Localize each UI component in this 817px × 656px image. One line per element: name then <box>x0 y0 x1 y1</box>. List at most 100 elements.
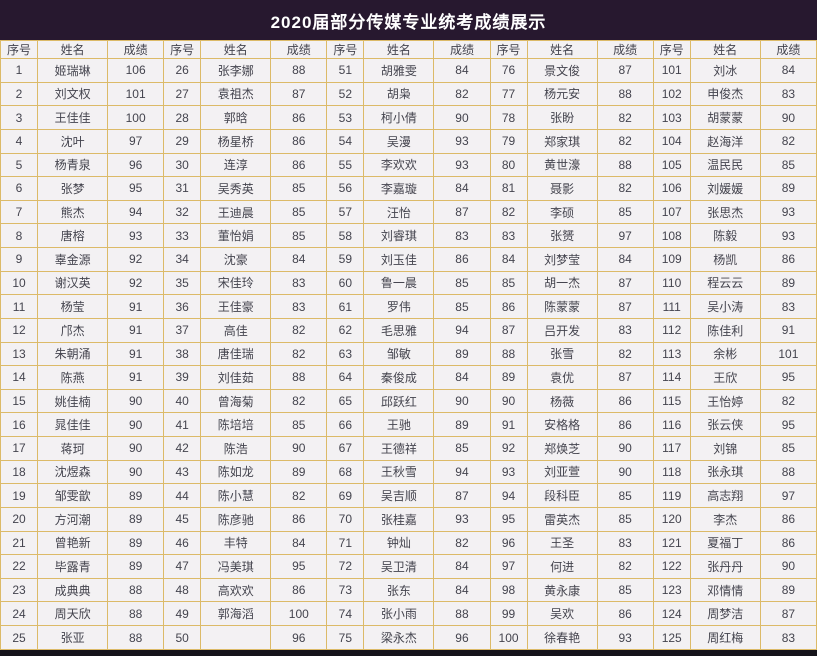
score-cell: 85 <box>596 483 654 508</box>
name-cell: 王佳佳 <box>37 105 109 130</box>
table-row: 24 周天欣 88 49 郭海滔 100 74 张小雨 88 99 吴欢 86 124 周梦洁 87 <box>0 601 817 626</box>
seq-cell: 11 <box>0 294 39 319</box>
seq-cell: 43 <box>163 459 202 485</box>
name-cell: 徐春艳 <box>526 625 598 650</box>
score-cell: 85 <box>270 199 328 225</box>
seq-cell: 80 <box>489 152 528 178</box>
name-cell: 成典典 <box>37 577 109 603</box>
name-cell: 吴秀英 <box>200 176 272 201</box>
seq-cell: 82 <box>489 199 528 225</box>
seq-cell: 5 <box>0 152 39 178</box>
table-row: 10 谢汉英 92 35 宋佳玲 83 60 鲁一晨 85 85 胡一杰 87 110 程云云 89 <box>0 270 817 296</box>
name-cell: 吴小涛 <box>689 294 761 319</box>
score-cell: 95 <box>759 365 817 390</box>
seq-cell: 4 <box>0 128 39 154</box>
score-cell: 93 <box>433 152 491 178</box>
seq-cell: 19 <box>0 483 39 508</box>
score-cell: 86 <box>596 601 654 626</box>
table-row: 19 邹雯歆 89 44 陈小慧 82 69 吴吉顺 87 94 段科臣 85 119 高志翔 97 <box>0 483 817 508</box>
table-row: 4 沈叶 97 29 杨星桥 86 54 吴漫 93 79 郑家琪 82 104 赵海洋 82 <box>0 128 817 154</box>
name-cell: 段科臣 <box>526 483 598 508</box>
seq-cell: 98 <box>489 577 528 603</box>
name-cell: 黄世濠 <box>526 152 598 178</box>
seq-cell: 119 <box>652 483 691 508</box>
score-cell: 90 <box>759 105 817 130</box>
seq-cell: 117 <box>652 436 691 461</box>
name-cell: 周天欣 <box>37 601 109 626</box>
seq-cell: 107 <box>652 199 691 225</box>
name-cell: 郭海滔 <box>200 601 272 626</box>
seq-cell: 114 <box>652 365 691 390</box>
seq-cell: 89 <box>489 365 528 390</box>
score-cell: 90 <box>759 554 817 579</box>
name-cell: 刘佳茹 <box>200 365 272 390</box>
header-cell-score: 成绩 <box>433 40 491 59</box>
seq-cell: 97 <box>489 554 528 579</box>
seq-cell: 39 <box>163 365 202 390</box>
name-cell: 张丹丹 <box>689 554 761 579</box>
name-cell <box>200 625 272 650</box>
name-cell: 杨莹 <box>37 294 109 319</box>
table-row: 15 姚佳楠 90 40 曾海菊 82 65 邱跃红 90 90 杨薇 86 115 王怡婷 82 <box>0 388 817 414</box>
score-cell: 90 <box>270 436 328 461</box>
header-cell-no: 序号 <box>652 40 691 59</box>
name-cell: 雷英杰 <box>526 506 598 532</box>
bottom-border-strip <box>0 650 817 656</box>
name-cell: 王驰 <box>363 412 435 437</box>
score-cell: 82 <box>596 176 654 201</box>
seq-cell: 83 <box>489 223 528 248</box>
seq-cell: 86 <box>489 294 528 319</box>
score-cell: 88 <box>596 152 654 178</box>
name-cell: 王怡婷 <box>689 388 761 414</box>
score-cell: 85 <box>433 294 491 319</box>
score-cell: 89 <box>107 530 165 556</box>
seq-cell: 72 <box>326 554 365 579</box>
seq-cell: 78 <box>489 105 528 130</box>
name-cell: 王德祥 <box>363 436 435 461</box>
name-cell: 刘锦 <box>689 436 761 461</box>
name-cell: 高欢欢 <box>200 577 272 603</box>
name-cell: 李硕 <box>526 199 598 225</box>
score-cell: 82 <box>596 341 654 367</box>
score-cell: 86 <box>759 530 817 556</box>
seq-cell: 67 <box>326 436 365 461</box>
score-cell: 87 <box>596 58 654 83</box>
seq-cell: 85 <box>489 270 528 296</box>
score-cell: 84 <box>433 176 491 201</box>
score-cell: 84 <box>433 554 491 579</box>
seq-cell: 53 <box>326 105 365 130</box>
name-cell: 张桂嘉 <box>363 506 435 532</box>
score-cell: 92 <box>107 247 165 272</box>
seq-cell: 52 <box>326 81 365 107</box>
name-cell: 温民民 <box>689 152 761 178</box>
name-cell: 程云云 <box>689 270 761 296</box>
seq-cell: 47 <box>163 554 202 579</box>
name-cell: 高志翔 <box>689 483 761 508</box>
name-cell: 夏福丁 <box>689 530 761 556</box>
score-cell: 94 <box>107 199 165 225</box>
seq-cell: 6 <box>0 176 39 201</box>
seq-cell: 59 <box>326 247 365 272</box>
name-cell: 陈培培 <box>200 412 272 437</box>
name-cell: 沈豪 <box>200 247 272 272</box>
score-cell: 89 <box>107 506 165 532</box>
score-cell: 89 <box>433 341 491 367</box>
name-cell: 聂影 <box>526 176 598 201</box>
score-cell: 85 <box>270 176 328 201</box>
score-cell: 83 <box>759 294 817 319</box>
seq-cell: 18 <box>0 459 39 485</box>
table-row: 6 张梦 95 31 吴秀英 85 56 李嘉璇 84 81 聂影 82 106 刘媛媛 89 <box>0 176 817 201</box>
seq-cell: 14 <box>0 365 39 390</box>
seq-cell: 7 <box>0 199 39 225</box>
header-cell-score: 成绩 <box>759 40 817 59</box>
score-cell: 90 <box>596 459 654 485</box>
table-body: 1 姬瑞琳 106 26 张李娜 88 51 胡雅雯 84 76 景文俊 87 101 刘冰 84 2 刘文权 1… <box>0 58 817 650</box>
score-cell: 87 <box>759 601 817 626</box>
score-cell: 86 <box>270 152 328 178</box>
name-cell: 王佳豪 <box>200 294 272 319</box>
score-cell: 83 <box>596 317 654 343</box>
score-cell: 87 <box>596 294 654 319</box>
seq-cell: 88 <box>489 341 528 367</box>
score-cell: 82 <box>433 530 491 556</box>
score-cell: 88 <box>107 625 165 650</box>
